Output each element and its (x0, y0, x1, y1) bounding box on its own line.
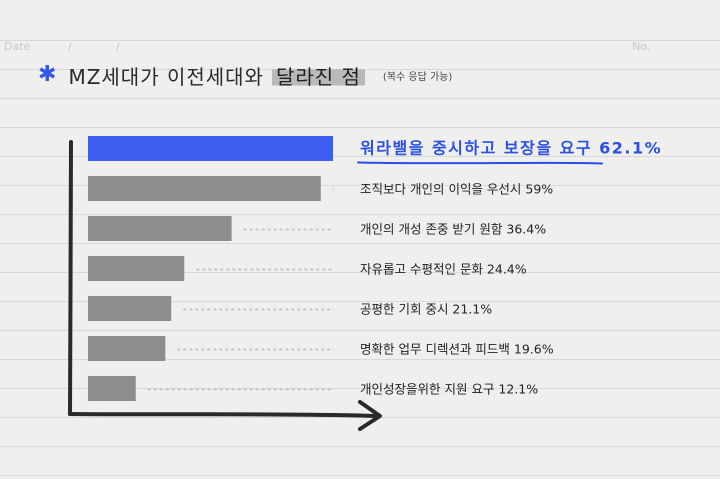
data-label: 명확한 업무 디렉션과 피드백 19.6% (360, 342, 554, 357)
chart-header: ✱ MZ세대가 이전세대와 달라진 점 (복수 응답 가능) (38, 58, 452, 92)
data-label: 조직보다 개인의 이익을 우선시 59% (360, 182, 553, 197)
chart-labels: 워라밸을 중시하고 보장을 요구 62.1% 조직보다 개인의 이익을 우선시 5… (357, 139, 662, 397)
chart-bars (88, 136, 333, 401)
chart-subtitle: (복수 응답 가능) (382, 71, 453, 83)
chart-leader-lines (147, 188, 334, 391)
highlight-underline (357, 161, 603, 165)
bar (88, 136, 333, 161)
bar (88, 296, 172, 321)
x-axis-arrowhead (358, 400, 382, 431)
chart-title-highlight: 달라진 점 (271, 60, 365, 90)
data-label: 공평한 기회 중시 21.1% (360, 302, 492, 317)
bar (88, 176, 321, 201)
date-slash: / (116, 40, 120, 53)
date-slash: / (68, 40, 72, 53)
bar (88, 216, 232, 241)
chart-axes (68, 140, 382, 431)
bar (88, 336, 166, 361)
y-axis (68, 140, 73, 416)
bar (88, 256, 185, 281)
number-label: No. (632, 40, 651, 53)
data-label: 자유롭고 수평적인 문화 24.4% (360, 262, 527, 277)
asterisk-icon: ✱ (38, 62, 57, 87)
date-label: Date (4, 40, 31, 53)
data-label: 개인성장을위한 지원 요구 12.1% (360, 382, 538, 397)
bar (88, 376, 136, 401)
x-axis (68, 412, 380, 418)
data-label: 워라밸을 중시하고 보장을 요구 62.1% (360, 139, 662, 158)
data-label: 개인의 개성 존중 받기 원함 36.4% (360, 222, 546, 237)
chart-title-prefix: MZ세대가 이전세대와 (68, 64, 264, 89)
